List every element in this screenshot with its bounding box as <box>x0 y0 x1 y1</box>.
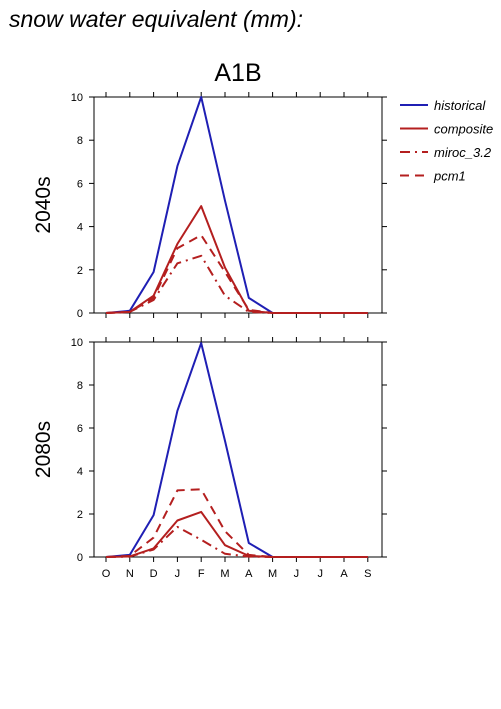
x-tick-label: O <box>102 568 111 580</box>
x-tick-label: S <box>364 568 371 580</box>
y-tick-label: 4 <box>77 466 83 478</box>
series-line-composite <box>105 205 368 314</box>
y-tick-label: 2 <box>77 509 83 521</box>
y-tick-label: 10 <box>71 92 83 104</box>
row-label: 2080s <box>32 421 55 478</box>
series-line-historical <box>105 342 368 558</box>
series-line-pcm1 <box>105 234 368 314</box>
x-tick-label: J <box>317 568 323 580</box>
legend-label: miroc_3.2 <box>434 145 492 160</box>
series-line-miroc-3-2 <box>105 254 368 314</box>
plot-frame <box>93 96 383 314</box>
y-tick-label: 8 <box>77 380 83 392</box>
scenario-title: A1B <box>214 59 261 87</box>
series-line-miroc-3-2 <box>105 525 368 558</box>
x-tick-label: D <box>150 568 158 580</box>
series-line-composite <box>105 510 368 558</box>
y-tick-label: 0 <box>77 552 83 564</box>
legend-label: composite <box>434 122 493 137</box>
legend-label: historical <box>434 98 486 113</box>
x-tick-label: J <box>175 568 181 580</box>
y-tick-label: 0 <box>77 308 83 320</box>
row-label: 2040s <box>32 176 55 233</box>
legend-label: pcm1 <box>433 169 466 184</box>
plot-frame <box>93 341 383 558</box>
x-tick-label: A <box>340 568 348 580</box>
y-tick-label: 8 <box>77 135 83 147</box>
y-tick-label: 2 <box>77 265 83 277</box>
page-title: snow water equivalent (mm): <box>9 6 303 32</box>
x-tick-label: J <box>294 568 300 580</box>
y-tick-label: 4 <box>77 222 83 234</box>
x-tick-label: M <box>268 568 277 580</box>
x-tick-label: M <box>220 568 229 580</box>
x-tick-label: F <box>198 568 205 580</box>
x-tick-label: N <box>126 568 134 580</box>
series-line-pcm1 <box>105 488 368 558</box>
y-tick-label: 6 <box>77 178 83 190</box>
y-tick-label: 10 <box>71 337 83 349</box>
x-tick-label: A <box>245 568 253 580</box>
y-tick-label: 6 <box>77 423 83 435</box>
series-line-historical <box>105 96 368 314</box>
